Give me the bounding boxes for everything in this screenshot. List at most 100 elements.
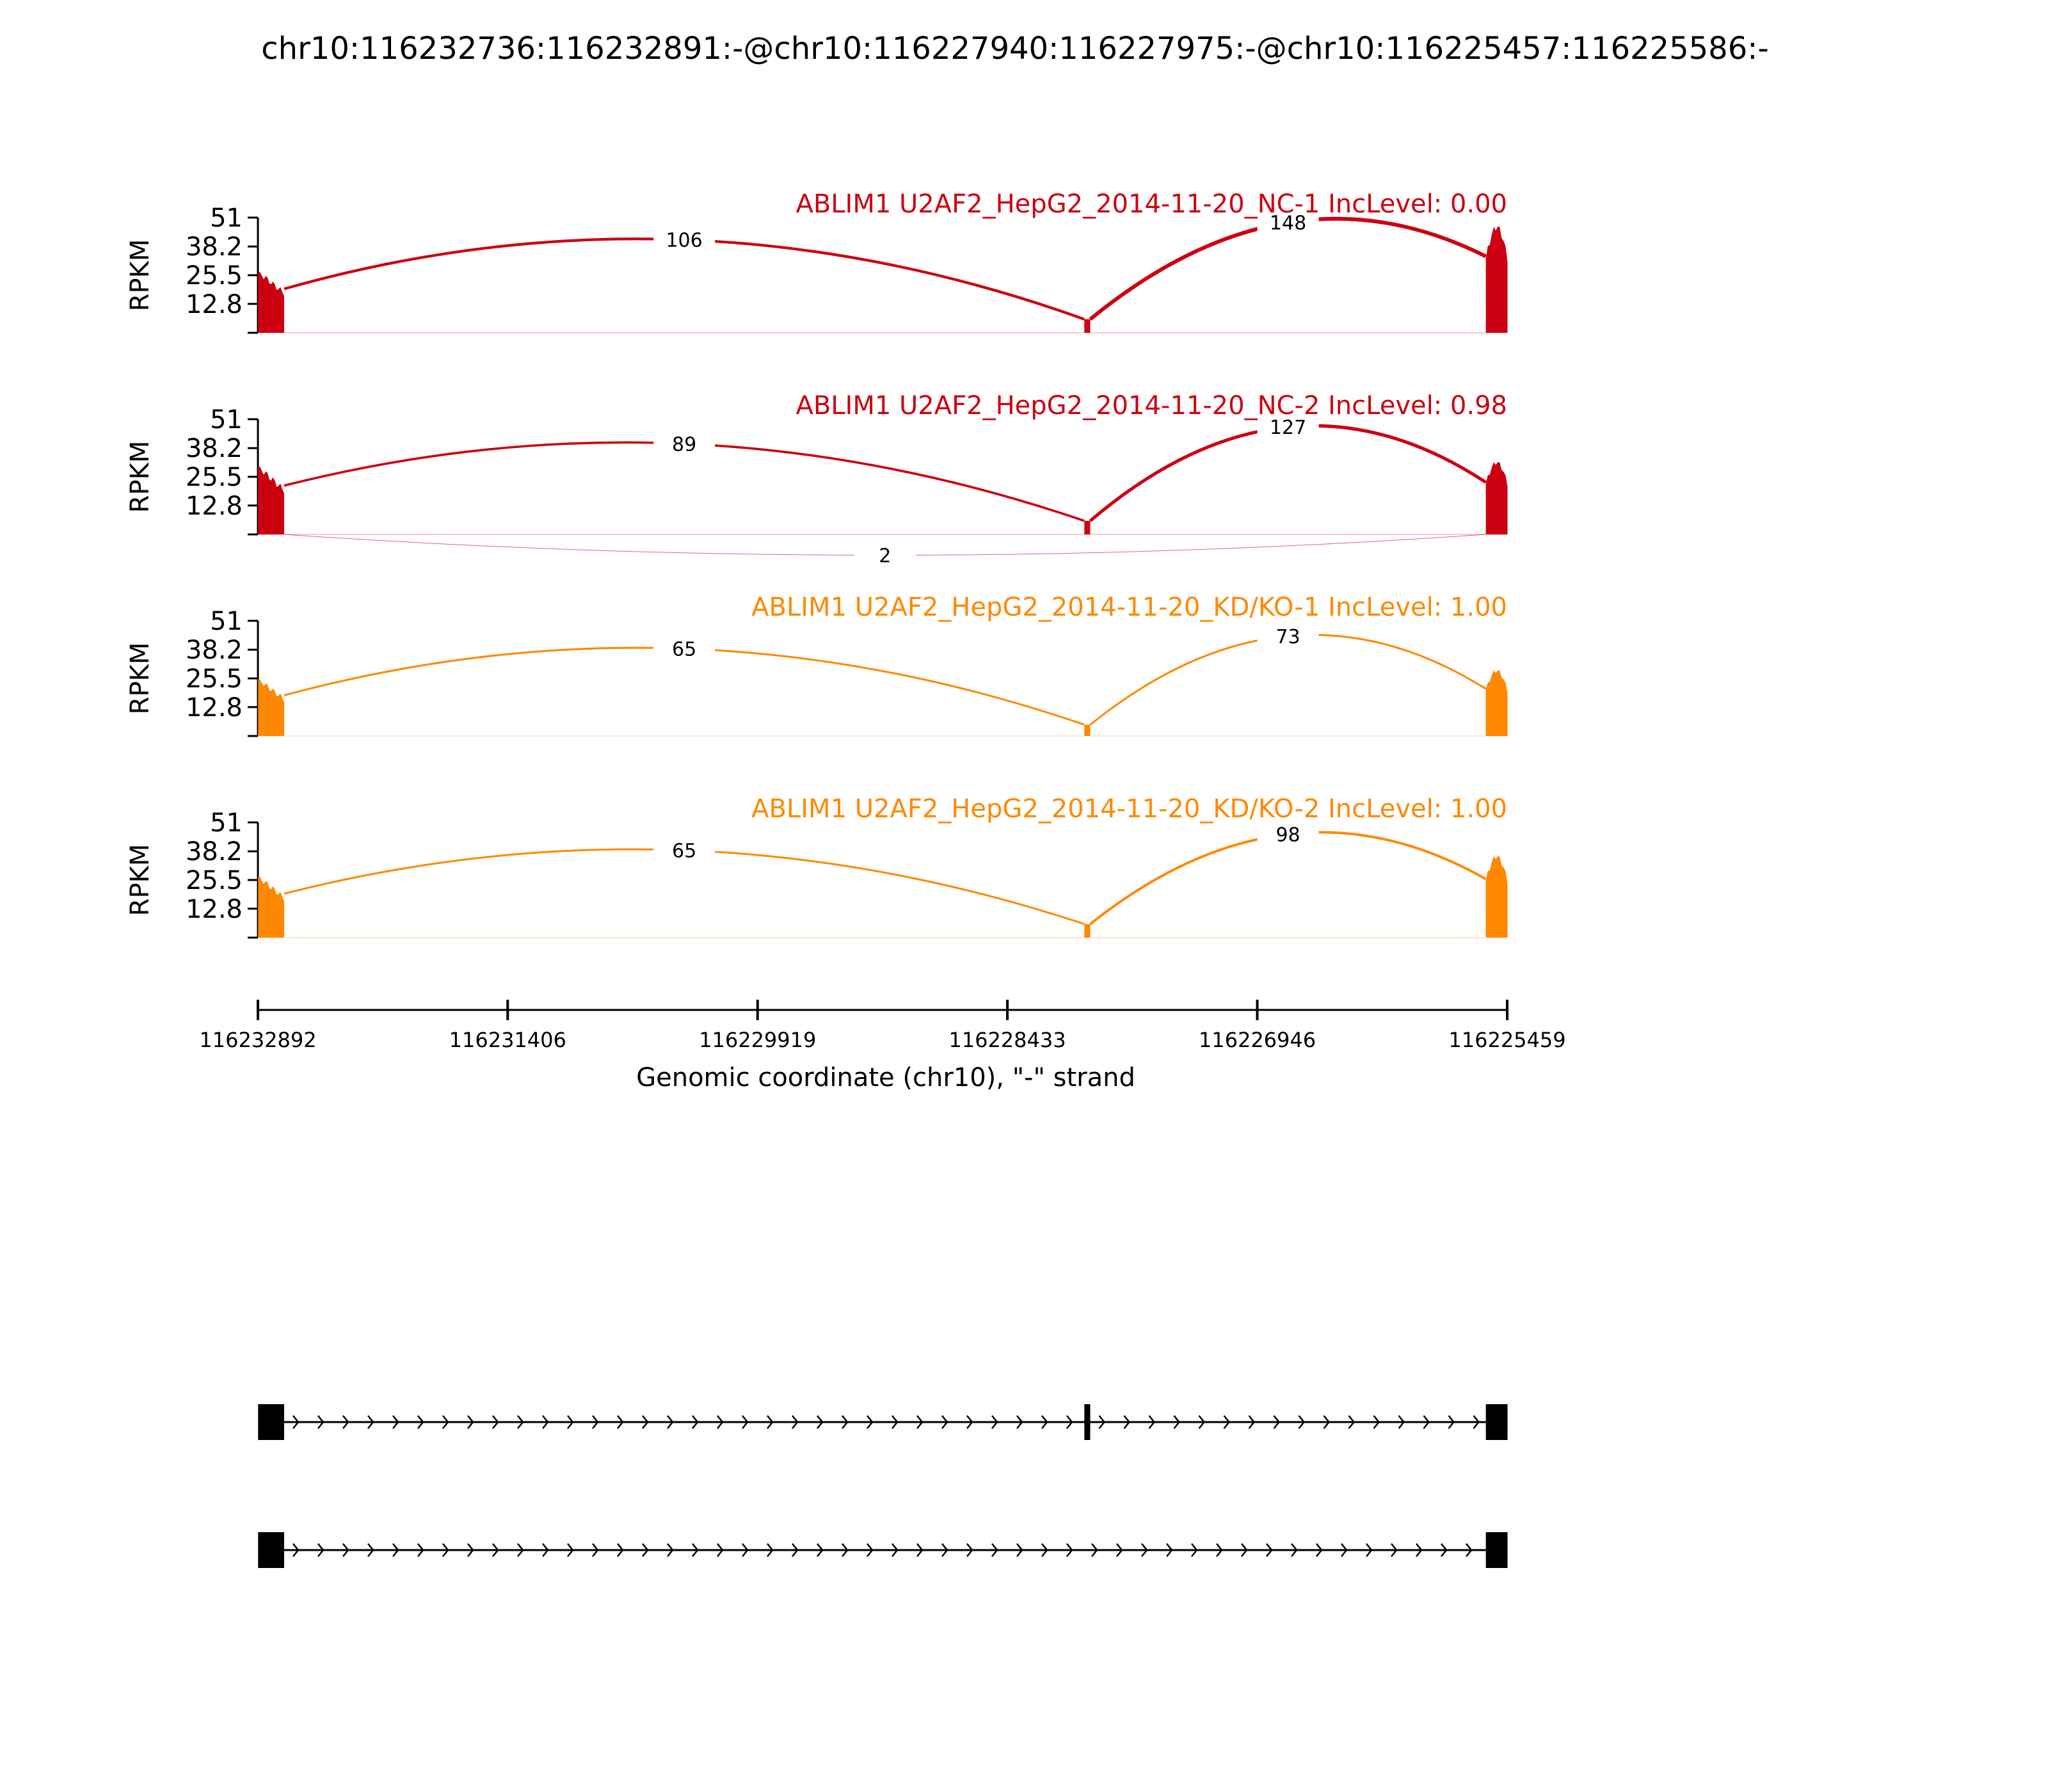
strand-arrow-icon: [1016, 1543, 1023, 1557]
strand-arrow-icon: [1123, 1415, 1131, 1429]
strand-arrow-icon: [1223, 1415, 1231, 1429]
y-tick-label: 51: [210, 204, 243, 233]
y-axis-label: RPKM: [125, 643, 155, 715]
sample-title: ABLIM1 U2AF2_HepG2_2014-11-20_NC-1 IncLe…: [796, 189, 1507, 219]
strand-arrow-icon: [916, 1543, 924, 1557]
strand-arrow-icon: [317, 1415, 324, 1429]
exon-coverage-upstream: [258, 876, 284, 938]
strand-arrow-icon: [1323, 1415, 1331, 1429]
exon-coverage-downstream: [1485, 670, 1508, 736]
junction-read-count: 65: [672, 639, 696, 661]
strand-arrow-icon: [691, 1543, 699, 1557]
strand-arrow-icon: [616, 1415, 624, 1429]
exon-box-upstream: [258, 1404, 284, 1440]
sample-title: ABLIM1 U2AF2_HepG2_2014-11-20_NC-2 IncLe…: [796, 391, 1507, 420]
y-tick-label: 25.5: [186, 866, 243, 895]
strand-arrow-icon: [1116, 1543, 1123, 1557]
strand-arrow-icon: [716, 1543, 724, 1557]
strand-arrow-icon: [591, 1543, 599, 1557]
strand-arrow-icon: [941, 1415, 948, 1429]
strand-arrow-icon: [666, 1415, 674, 1429]
strand-arrow-icon: [816, 1415, 824, 1429]
junction-label-bg: [1257, 624, 1319, 648]
exon-coverage-upstream: [258, 467, 284, 534]
strand-arrow-icon: [442, 1415, 449, 1429]
exon-coverage-skipped: [1084, 319, 1091, 333]
x-tick-label: 116228433: [948, 1028, 1066, 1052]
junction-read-count: 127: [1270, 417, 1306, 439]
strand-arrow-icon: [591, 1415, 599, 1429]
y-axis-label: RPKM: [125, 239, 155, 312]
x-tick-label: 116225459: [1448, 1028, 1565, 1052]
strand-arrow-icon: [991, 1415, 998, 1429]
strand-arrow-icon: [841, 1415, 849, 1429]
isoform-inclusion: [258, 1404, 1508, 1440]
x-axis-label: Genomic coordinate (chr10), "-" strand: [636, 1063, 1135, 1092]
strand-arrow-icon: [417, 1543, 424, 1557]
strand-arrow-icon: [666, 1543, 674, 1557]
strand-arrow-icon: [766, 1415, 774, 1429]
strand-arrow-icon: [791, 1543, 799, 1557]
strand-arrow-icon: [1016, 1415, 1023, 1429]
strand-arrow-icon: [866, 1415, 874, 1429]
sample-title: ABLIM1 U2AF2_HepG2_2014-11-20_KD/KO-2 In…: [751, 794, 1507, 824]
strand-arrow-icon: [866, 1543, 874, 1557]
strand-arrow-icon: [317, 1543, 324, 1557]
junction-label-bg: [653, 637, 716, 660]
strand-arrow-icon: [516, 1415, 524, 1429]
isoform-exclusion: [258, 1532, 1508, 1568]
strand-arrow-icon: [1041, 1415, 1048, 1429]
strand-arrow-icon: [342, 1415, 349, 1429]
strand-arrow-icon: [1215, 1543, 1223, 1557]
strand-arrow-icon: [467, 1543, 474, 1557]
strand-arrow-icon: [1148, 1415, 1156, 1429]
x-axis: Genomic coordinate (chr10), "-" strand 1…: [199, 1000, 1566, 1092]
strand-arrow-icon: [816, 1543, 824, 1557]
strand-arrow-icon: [292, 1415, 300, 1429]
strand-arrow-icon: [566, 1415, 574, 1429]
exon-box-upstream: [258, 1532, 284, 1568]
strand-arrow-icon: [367, 1543, 374, 1557]
exon-box-downstream: [1485, 1404, 1508, 1440]
strand-arrow-icon: [1273, 1415, 1281, 1429]
exon-coverage-skipped: [1084, 724, 1091, 736]
strand-arrow-icon: [1440, 1543, 1448, 1557]
strand-arrow-icon: [1398, 1415, 1405, 1429]
strand-arrow-icon: [641, 1543, 649, 1557]
junction-read-count: 73: [1276, 626, 1300, 648]
strand-arrow-icon: [1140, 1543, 1148, 1557]
strand-arrow-icon: [916, 1415, 924, 1429]
y-tick-label: 25.5: [186, 463, 243, 492]
strand-arrow-icon: [616, 1543, 624, 1557]
strand-arrow-icon: [1423, 1415, 1430, 1429]
strand-arrow-icon: [741, 1415, 749, 1429]
strand-arrow-icon: [1190, 1543, 1198, 1557]
strand-arrow-icon: [292, 1543, 300, 1557]
strand-arrow-icon: [1473, 1415, 1480, 1429]
strand-arrow-icon: [716, 1415, 724, 1429]
y-tick-label: 25.5: [186, 664, 243, 694]
strand-arrow-icon: [1041, 1543, 1048, 1557]
strand-arrow-icon: [1465, 1543, 1473, 1557]
strand-arrow-icon: [367, 1415, 374, 1429]
junction-read-count: 89: [672, 433, 696, 456]
y-tick-label: 38.2: [186, 636, 243, 665]
strand-arrow-icon: [541, 1415, 549, 1429]
strand-arrow-icon: [516, 1543, 524, 1557]
junction-read-count: 98: [1276, 824, 1300, 846]
strand-arrow-icon: [891, 1543, 899, 1557]
junction-label-bg: [1257, 415, 1319, 439]
y-tick-label: 51: [210, 405, 243, 435]
exon-box-skipped: [1084, 1404, 1091, 1440]
strand-arrow-icon: [641, 1415, 649, 1429]
junction-label-bg: [1257, 822, 1319, 846]
strand-arrow-icon: [442, 1543, 449, 1557]
y-axis-label: RPKM: [125, 844, 155, 916]
sample-title: ABLIM1 U2AF2_HepG2_2014-11-20_KD/KO-1 In…: [751, 593, 1507, 622]
strand-arrow-icon: [941, 1543, 948, 1557]
exon-coverage-upstream: [258, 271, 284, 333]
